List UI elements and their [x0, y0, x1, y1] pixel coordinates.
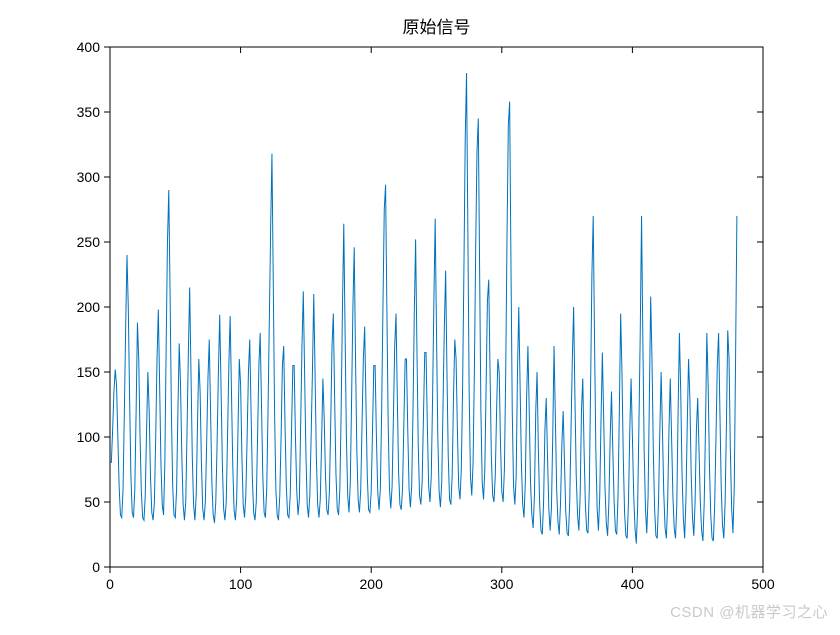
y-tick-label: 0: [92, 559, 100, 575]
y-tick-label: 150: [77, 364, 101, 380]
x-tick-label: 300: [490, 576, 514, 592]
y-tick-label: 300: [77, 169, 101, 185]
x-tick-label: 100: [229, 576, 253, 592]
x-tick-label: 200: [360, 576, 384, 592]
y-tick-label: 400: [77, 39, 101, 55]
y-tick-label: 250: [77, 234, 101, 250]
y-tick-label: 50: [84, 494, 100, 510]
line-chart: 0 100 200 300 400 500 0 50 100 150 200 250 300 350 400…: [0, 0, 840, 630]
y-tick-label: 100: [77, 429, 101, 445]
y-tick-label: 350: [77, 104, 101, 120]
x-tick-label: 0: [106, 576, 114, 592]
y-tick-label: 200: [77, 299, 101, 315]
x-tick-label: 400: [621, 576, 645, 592]
chart-title: 原始信号: [403, 18, 471, 37]
watermark-text: CSDN @机器学习之心: [670, 601, 828, 622]
chart-container: 0 100 200 300 400 500 0 50 100 150 200 250 300 350 400…: [0, 0, 840, 635]
x-tick-label: 500: [751, 576, 775, 592]
